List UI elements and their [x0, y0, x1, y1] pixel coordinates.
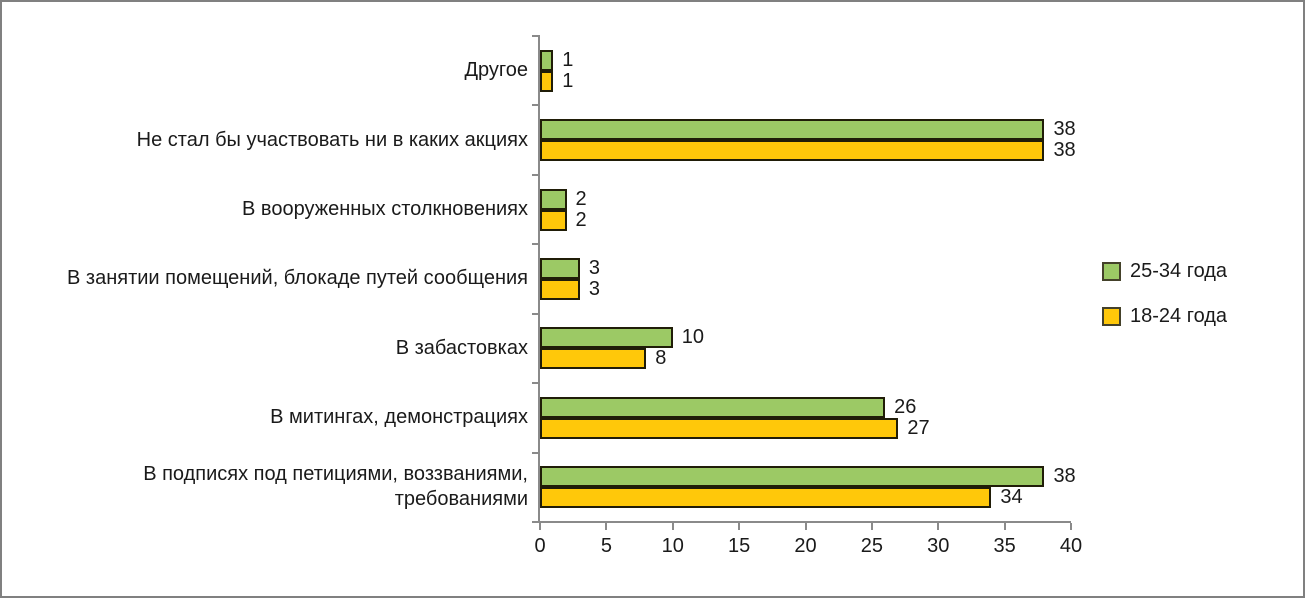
- bar-18-24 года: [540, 278, 580, 300]
- value-label: 34: [1000, 486, 1023, 509]
- category-row: В занятии помещений, блокаде путей сообщ…: [10, 243, 1071, 314]
- y-axis-tick: [532, 312, 540, 315]
- category-row: Не стал бы участвовать ни в каких акциях…: [10, 104, 1076, 175]
- bar-line: 3: [540, 277, 1071, 300]
- x-axis-tick-label: 30: [927, 535, 950, 557]
- bar-25-34 года: [540, 466, 1045, 488]
- bar-18-24 года: [540, 70, 554, 92]
- x-axis-tick-label: 25: [860, 535, 883, 557]
- bar-line: 3: [540, 256, 1071, 279]
- category-row: В забастовках 10 8: [10, 312, 1071, 384]
- x-axis-tick-label: 40: [1059, 535, 1083, 557]
- value-label: 38: [1053, 139, 1076, 162]
- x-axis-tick: [1070, 523, 1072, 530]
- category-row: В митингах, демонстрациях 26 27: [10, 382, 1071, 453]
- bar-25-34 года: [540, 119, 1045, 141]
- x-axis-tick: [738, 523, 741, 530]
- legend-item-25-34: 25-34 года: [1102, 260, 1227, 283]
- value-label: 2: [575, 187, 587, 210]
- x-axis-tick-label: 0: [534, 535, 546, 557]
- value-label: 2: [575, 208, 587, 231]
- category-label: Другое: [464, 59, 528, 82]
- value-label: 38: [1053, 118, 1076, 141]
- bar-25-34 года: [540, 396, 886, 418]
- y-axis-tick: [532, 173, 540, 176]
- value-label: 38: [1053, 465, 1076, 488]
- legend-label-25-34: 25-34 года: [1130, 260, 1228, 282]
- x-axis-tick: [870, 523, 873, 530]
- bar-line: 26: [540, 395, 1071, 418]
- y-axis-tick: [532, 382, 540, 385]
- y-axis-tick: [532, 35, 540, 37]
- bar-25-34 года: [540, 188, 567, 210]
- category-bars: 26 27: [532, 382, 1071, 453]
- bar-18-24 года: [540, 209, 567, 231]
- legend-swatch-18-24: [1102, 307, 1121, 326]
- category-bars: 10 8: [532, 312, 1071, 384]
- x-axis-tick: [605, 523, 608, 530]
- category-label: В занятии помещений, блокаде путей сообщ…: [67, 267, 528, 290]
- bar-25-34 года: [540, 327, 673, 349]
- bar-18-24 года: [540, 348, 647, 370]
- bar-line: 10: [540, 326, 1071, 349]
- value-label: 1: [562, 48, 574, 71]
- bar-line: 2: [540, 187, 1071, 210]
- value-label: 3: [588, 256, 600, 279]
- bar-line: 2: [540, 208, 1071, 231]
- value-label: 10: [681, 326, 704, 349]
- plot-rows: Другое 1 1 Не стал бы участвовать ни в каки…: [10, 35, 1076, 522]
- category-label: В подписях под петициями, воззваниями, т…: [143, 463, 528, 511]
- bar-line: 38: [540, 465, 1076, 488]
- bar-line: 8: [540, 347, 1071, 370]
- bar-18-24 года: [540, 487, 992, 509]
- value-label: 8: [655, 347, 667, 370]
- bar-line: 38: [540, 118, 1076, 141]
- x-axis-tick: [804, 523, 807, 530]
- legend-item-18-24: 18-24 года: [1102, 305, 1227, 328]
- bar-line: 1: [540, 48, 1071, 71]
- x-axis-tick-label: 35: [993, 535, 1016, 557]
- x-axis: 0 5 10 15 20 25 30 35 40: [532, 521, 1082, 557]
- bar-line: 34: [540, 486, 1071, 509]
- category-bars: 38 38: [532, 104, 1076, 175]
- x-axis-tick-label: 5: [600, 535, 612, 557]
- value-label: 26: [894, 395, 917, 418]
- x-axis-tick-label: 20: [794, 535, 817, 557]
- bar-25-34 года: [540, 49, 554, 71]
- bar-line: 1: [540, 69, 1071, 92]
- value-label: 1: [562, 69, 574, 92]
- bar-line: 38: [540, 139, 1076, 162]
- y-axis-tick: [532, 451, 540, 454]
- x-axis-tick: [1003, 523, 1006, 530]
- legend-label-18-24: 18-24 года: [1130, 305, 1228, 327]
- value-label: 27: [907, 416, 930, 439]
- category-label: В вооруженных столкновениях: [242, 198, 528, 221]
- category-row: В подписях под петициями, воззваниями, т…: [10, 451, 1076, 522]
- x-axis-tick: [671, 523, 674, 530]
- bar-18-24 года: [540, 140, 1045, 162]
- bar-line: 27: [540, 416, 1071, 439]
- x-axis-tick-label: 10: [661, 535, 684, 557]
- x-axis-tick: [937, 523, 940, 530]
- x-axis-tick-label: 15: [728, 535, 751, 557]
- x-axis-tick: [539, 523, 541, 530]
- legend: 25-34 года 18-24 года: [1102, 260, 1227, 328]
- category-label: В забастовках: [395, 336, 528, 359]
- category-label: В митингах, демонстрациях: [270, 406, 528, 429]
- category-row: В вооруженных столкновениях 2 2: [10, 173, 1071, 245]
- category-label: Не стал бы участвовать ни в каких акциях: [136, 128, 528, 151]
- y-axis-tick: [532, 243, 540, 246]
- bar-18-24 года: [540, 417, 899, 439]
- legend-swatch-25-34: [1102, 262, 1121, 281]
- category-row: Другое 1 1: [10, 35, 1071, 106]
- category-bars: 38 34: [532, 451, 1076, 522]
- value-label: 3: [588, 277, 600, 300]
- y-axis-tick: [532, 104, 540, 107]
- bar-25-34 года: [540, 257, 580, 279]
